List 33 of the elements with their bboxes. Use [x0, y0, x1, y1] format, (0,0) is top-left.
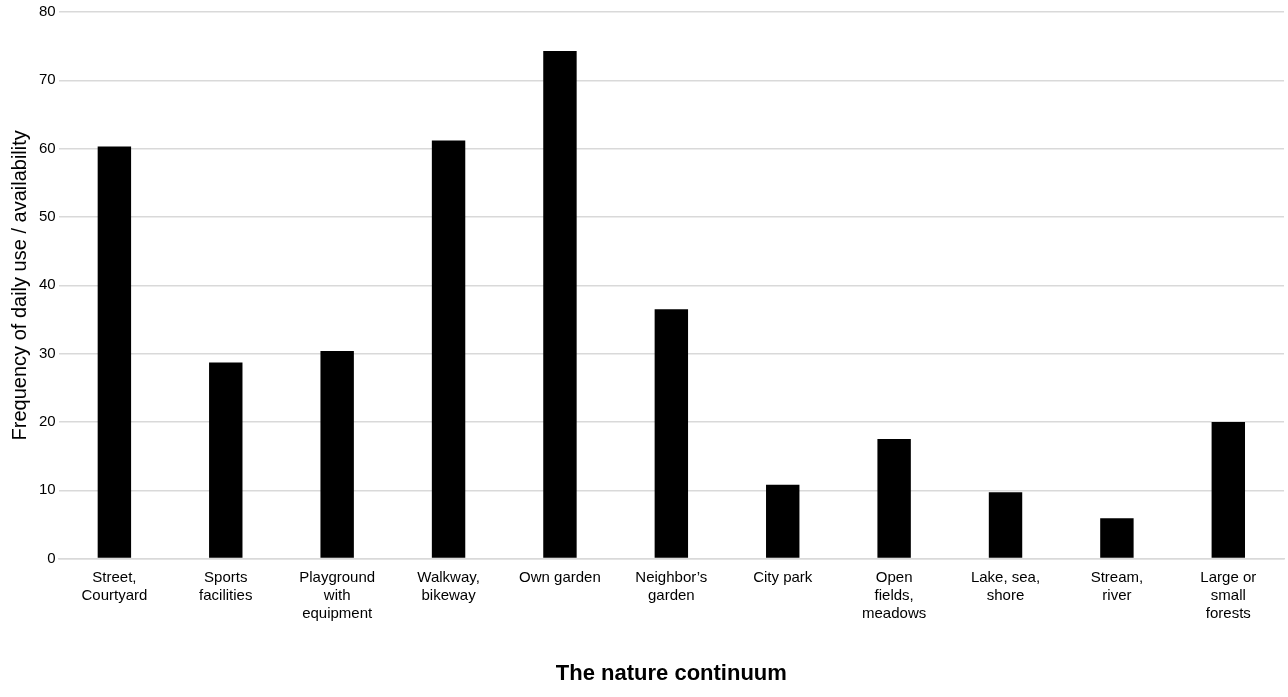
- bar: [654, 309, 689, 558]
- x-tick-label: Large or small forests: [1200, 567, 1257, 621]
- y-axis-title: Frequency of daily use / availability: [7, 130, 30, 441]
- bar: [320, 350, 354, 558]
- bar: [766, 484, 800, 558]
- x-tick-label: Stream, river: [1090, 567, 1144, 603]
- y-tick-label: 80: [39, 2, 56, 20]
- y-tick-label: 40: [39, 275, 56, 293]
- y-tick-label: 10: [39, 480, 56, 498]
- bar: [431, 140, 466, 558]
- y-tick-label: 70: [39, 70, 56, 88]
- x-tick-label: Playground with equipment: [299, 567, 376, 621]
- y-tick-label: 0: [47, 548, 56, 566]
- y-tick-label: 50: [39, 207, 56, 225]
- x-tick-label: Lake, sea, shore: [970, 567, 1041, 603]
- y-tick-label: 60: [39, 138, 56, 156]
- x-tick-label: Neighbor’s garden: [635, 567, 708, 603]
- x-tick-label: Street, Courtyard: [81, 567, 148, 603]
- bar: [543, 50, 577, 558]
- x-tick-label: Open fields, meadows: [862, 567, 927, 621]
- x-tick-label: Sports facilities: [199, 567, 253, 603]
- bar: [209, 362, 243, 558]
- bar: [97, 146, 132, 558]
- bar: [988, 492, 1023, 558]
- bar: [1100, 518, 1134, 558]
- x-tick-label: Walkway, bikeway: [417, 567, 480, 603]
- x-tick-label: Own garden: [519, 567, 601, 585]
- x-axis-title: The nature continuum: [555, 659, 787, 685]
- bar: [877, 439, 911, 558]
- x-tick-label: City park: [753, 567, 813, 585]
- y-tick-label: 30: [39, 343, 56, 361]
- bar: [1211, 421, 1246, 558]
- y-tick-label: 20: [39, 412, 56, 430]
